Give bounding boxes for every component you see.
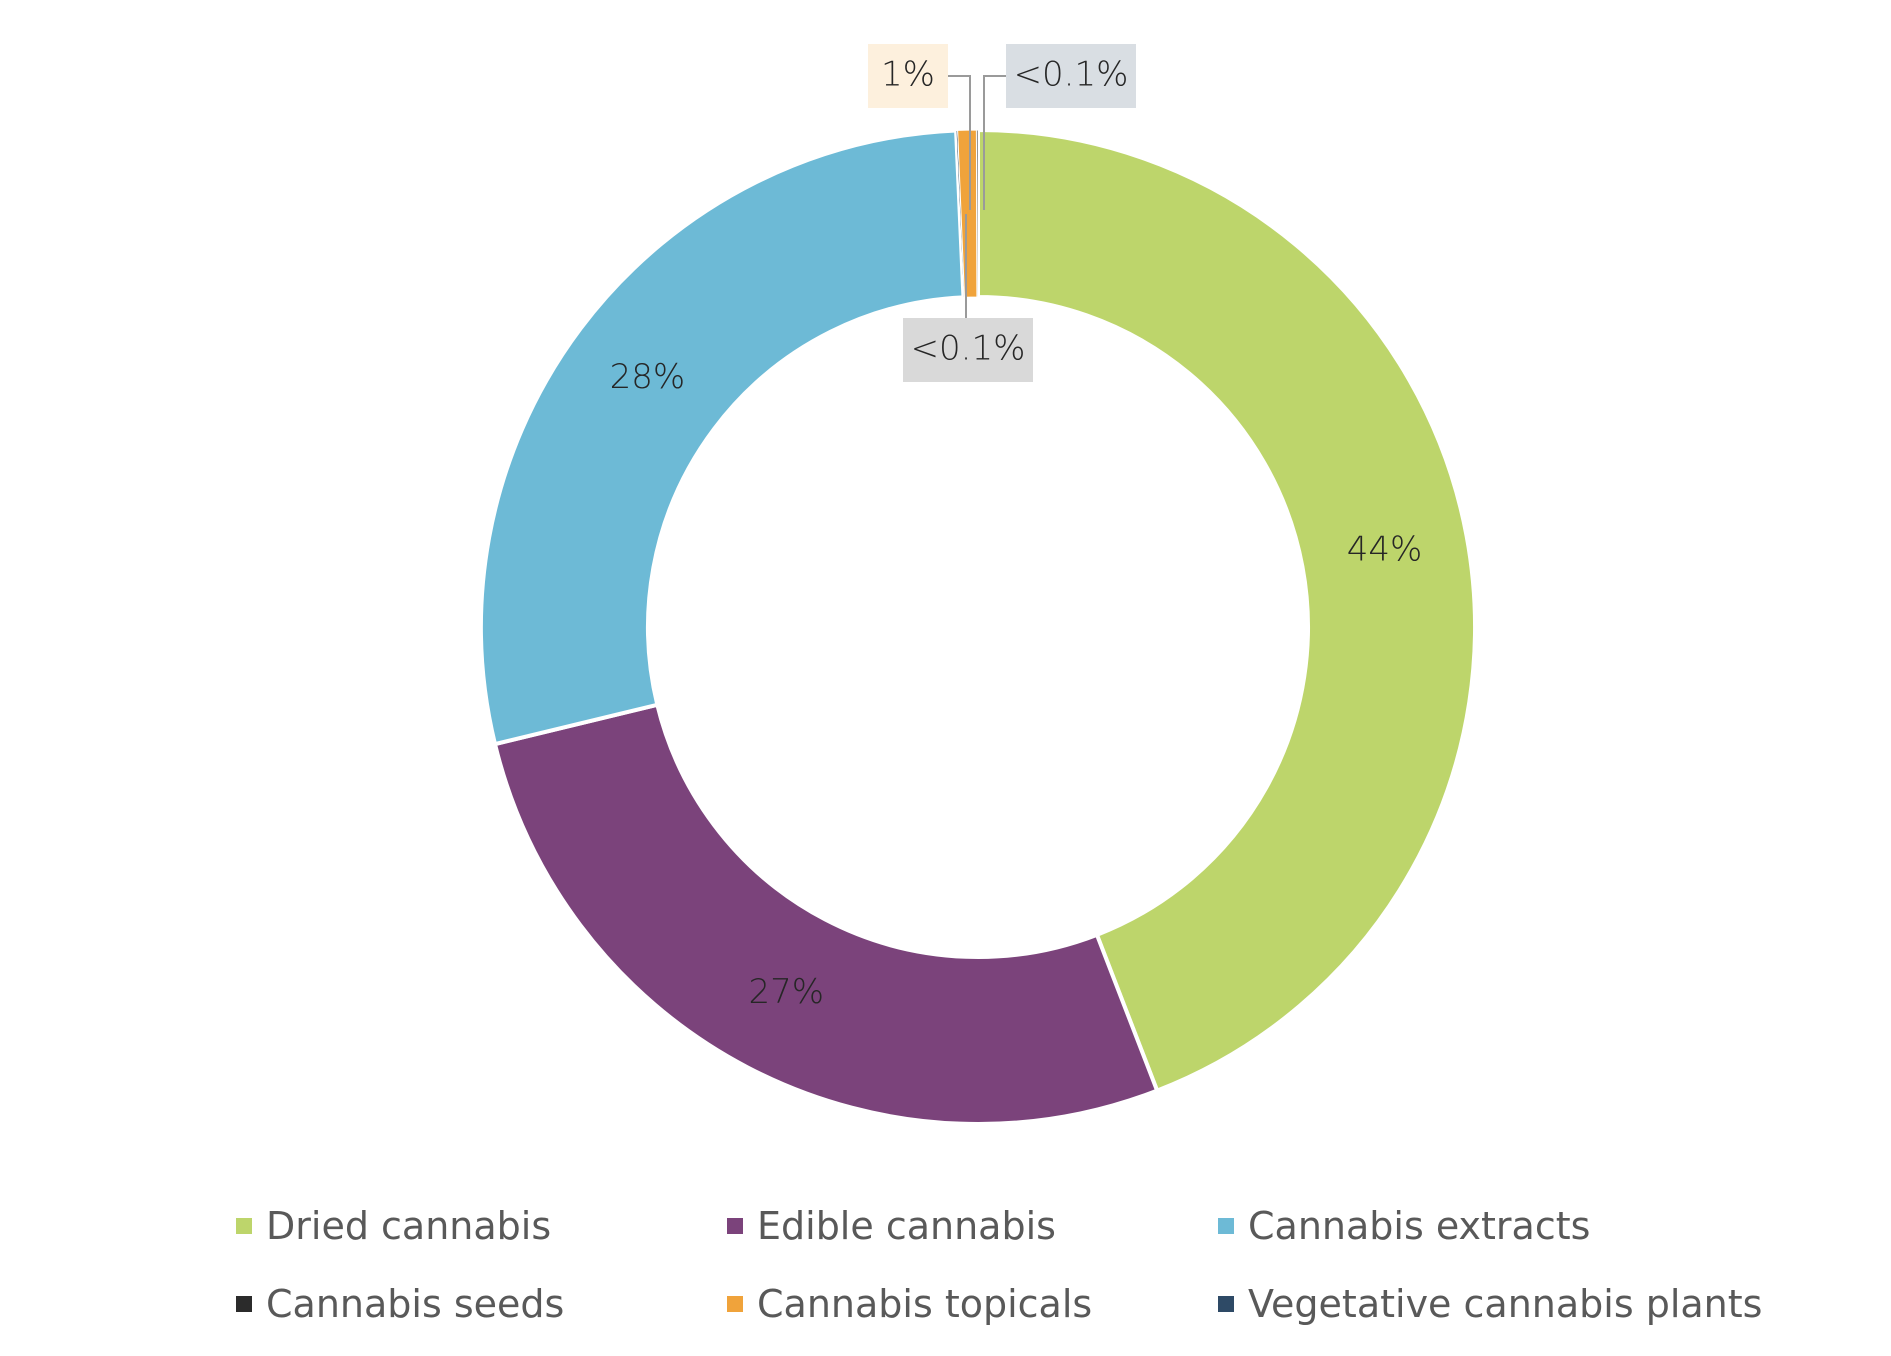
legend-swatch (236, 1218, 252, 1234)
legend-item-edible-cannabis: Edible cannabis (727, 1204, 1056, 1248)
leader-line (948, 75, 971, 210)
data-label-vegetative-cannabis-plants: <0.1% (1014, 55, 1129, 95)
label-box (903, 318, 1033, 382)
label-box (868, 44, 948, 108)
legend-label: Vegetative cannabis plants (1248, 1282, 1763, 1326)
legend-item-vegetative-cannabis-plants: Vegetative cannabis plants (1218, 1282, 1762, 1326)
legend-item-cannabis-seeds: Cannabis seeds (236, 1282, 564, 1326)
leader-line (983, 75, 1006, 210)
callout-vegetative-cannabis-plants: <0.1% (983, 44, 1136, 210)
callout-cannabis-seeds: <0.1% (903, 214, 1033, 382)
data-label-cannabis-extracts: 28% (610, 357, 686, 397)
slice-dried-cannabis (976, 127, 1477, 1094)
legend-item-cannabis-extracts: Cannabis extracts (1218, 1204, 1590, 1248)
callout-cannabis-topicals: 1% (868, 44, 971, 210)
legend-label: Cannabis topicals (757, 1282, 1093, 1326)
legend-label: Dried cannabis (266, 1204, 552, 1248)
data-label-cannabis-seeds: <0.1% (911, 329, 1026, 369)
slice-edible-cannabis (492, 702, 1160, 1126)
data-label-edible-cannabis: 27% (748, 972, 824, 1012)
slice-cannabis-extracts (479, 128, 966, 747)
legend-swatch (727, 1296, 743, 1312)
slice-cannabis-seeds (975, 129, 979, 298)
legend-label: Cannabis seeds (266, 1282, 565, 1326)
legend-label: Cannabis extracts (1248, 1204, 1591, 1248)
legend-item-cannabis-topicals: Cannabis topicals (727, 1282, 1092, 1326)
legend-label: Edible cannabis (757, 1204, 1056, 1248)
legend-swatch (1218, 1218, 1234, 1234)
legend-swatch (1218, 1296, 1234, 1312)
legend-swatch (727, 1218, 743, 1234)
legend-swatch (236, 1296, 252, 1312)
legend-item-dried-cannabis: Dried cannabis (236, 1204, 551, 1248)
data-label-cannabis-topicals: 1% (881, 55, 935, 95)
label-box (1006, 44, 1136, 108)
data-label-dried-cannabis: 44% (1347, 530, 1423, 570)
